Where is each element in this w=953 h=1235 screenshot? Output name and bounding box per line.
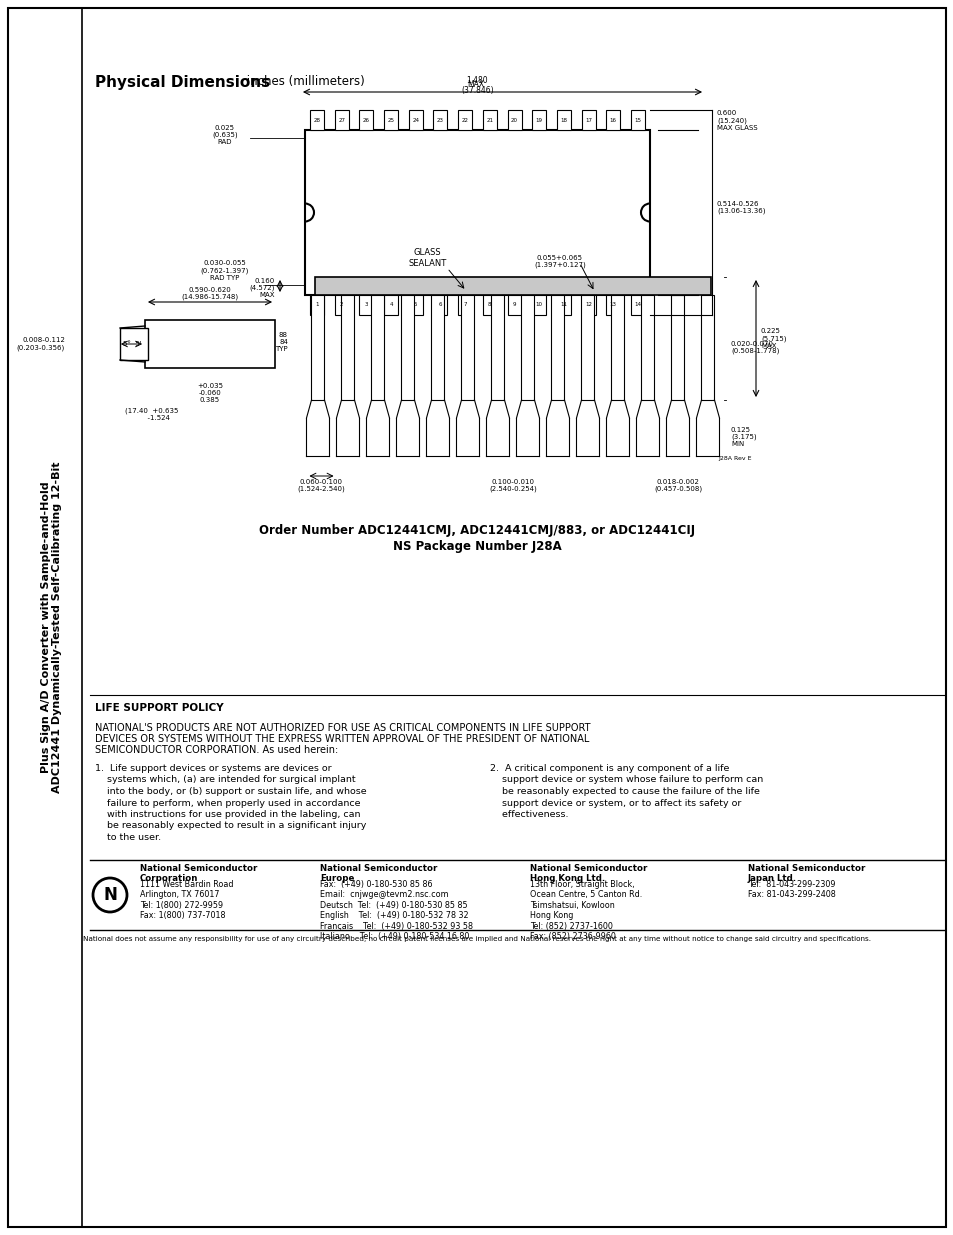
Text: 0.125
(3.175)
MIN: 0.125 (3.175) MIN [730,427,756,447]
Text: 4: 4 [389,303,393,308]
Text: 27: 27 [337,117,345,122]
Text: 0.514-0.526
(13.06-13.36): 0.514-0.526 (13.06-13.36) [717,201,764,214]
Text: 0.030-0.055
(0.762-1.397)
RAD TYP: 0.030-0.055 (0.762-1.397) RAD TYP [200,261,249,280]
Text: National Semiconductor
Hong Kong Ltd.: National Semiconductor Hong Kong Ltd. [530,864,647,883]
Bar [335,110,349,130]
Bar [581,295,595,315]
Text: 16: 16 [609,117,617,122]
Text: (17.40  +0.635
          -1.524: (17.40 +0.635 -1.524 [125,408,178,421]
Text: 0.060-0.100
(1.524-2.540): 0.060-0.100 (1.524-2.540) [297,479,345,493]
Text: 17: 17 [584,117,592,122]
Bar [310,295,324,315]
Bar [532,110,546,130]
Text: J28A Rev E: J28A Rev E [718,456,751,461]
Text: 21: 21 [486,117,493,122]
Text: 0.018-0.002
(0.457-0.508): 0.018-0.002 (0.457-0.508) [653,479,701,493]
Text: failure to perform, when properly used in accordance: failure to perform, when properly used i… [95,799,360,808]
Text: Physical Dimensions: Physical Dimensions [95,75,270,90]
Text: 26: 26 [362,117,370,122]
Text: Fax:  (+49) 0-180-530 85 86
Email:  cnjwge@tevm2.nsc.com
Deutsch  Tel:  (+49) 0-: Fax: (+49) 0-180-530 85 86 Email: cnjwge… [319,881,473,941]
Bar [557,295,570,315]
Text: 8: 8 [488,303,491,308]
Bar [482,110,497,130]
Bar [433,110,447,130]
Text: 0.020-0.070
(0.508-1.778): 0.020-0.070 (0.508-1.778) [730,341,779,354]
Bar [431,295,444,400]
Text: 13th Floor, Straight Block,
Ocean Centre, 5 Canton Rd.
Tsimshatsui, Kowloon
Hong: 13th Floor, Straight Block, Ocean Centre… [530,881,641,941]
Text: National Semiconductor
Europe: National Semiconductor Europe [319,864,436,883]
Bar [671,295,684,400]
Text: 0.008-0.112
(0.203-0.356): 0.008-0.112 (0.203-0.356) [17,337,65,351]
Bar [384,295,397,315]
Text: National Semiconductor
Japan Ltd.: National Semiconductor Japan Ltd. [747,864,864,883]
Text: NATIONAL'S PRODUCTS ARE NOT AUTHORIZED FOR USE AS CRITICAL COMPONENTS IN LIFE SU: NATIONAL'S PRODUCTS ARE NOT AUTHORIZED F… [95,722,590,734]
Bar [145,320,274,368]
Bar [359,110,373,130]
Text: MAX: MAX [467,80,484,89]
Text: 2.  A critical component is any component of a life: 2. A critical component is any component… [490,764,729,773]
Bar [461,295,474,400]
Bar [557,110,570,130]
Text: systems which, (a) are intended for surgical implant: systems which, (a) are intended for surg… [95,776,355,784]
Bar [433,295,447,315]
Text: 1.480
(37.846): 1.480 (37.846) [460,77,494,95]
Bar [408,110,422,130]
Text: DEVICES OR SYSTEMS WITHOUT THE EXPRESS WRITTEN APPROVAL OF THE PRESIDENT OF NATI: DEVICES OR SYSTEMS WITHOUT THE EXPRESS W… [95,734,589,743]
Text: N: N [103,885,117,904]
Text: with instructions for use provided in the labeling, can: with instructions for use provided in th… [95,810,360,819]
Text: 0.025
(0.635)
RAD: 0.025 (0.635) RAD [212,125,237,146]
Text: 0.600
(15.240)
MAX GLASS: 0.600 (15.240) MAX GLASS [717,110,757,131]
Text: 24: 24 [412,117,418,122]
Bar [507,295,521,315]
Bar [310,110,324,130]
Bar [341,295,355,400]
Text: 88
84
TYP: 88 84 TYP [275,332,288,352]
Text: into the body, or (b) support or sustain life, and whose: into the body, or (b) support or sustain… [95,787,366,797]
Bar [507,110,521,130]
Text: 10: 10 [536,303,542,308]
Bar [314,277,710,295]
Text: 1111 West Bardin Road
Arlington, TX 76017
Tel: 1(800) 272-9959
Fax: 1(800) 737-7: 1111 West Bardin Road Arlington, TX 7601… [140,881,233,920]
Bar [482,295,497,315]
Bar [581,295,594,400]
Text: be reasonably expected to cause the failure of the life: be reasonably expected to cause the fail… [490,787,760,797]
Text: 0.100-0.010
(2.540-0.254): 0.100-0.010 (2.540-0.254) [489,479,537,493]
Text: National Semiconductor
Corporation: National Semiconductor Corporation [140,864,257,883]
Text: NS Package Number J28A: NS Package Number J28A [393,540,560,553]
Text: LIFE SUPPORT POLICY: LIFE SUPPORT POLICY [95,703,223,713]
Text: ADC12441 Dynamically-Tested Self-Calibrating 12-Bit: ADC12441 Dynamically-Tested Self-Calibra… [52,462,62,793]
Text: 15: 15 [634,117,640,122]
Text: 14: 14 [634,303,640,308]
Text: 11: 11 [559,303,567,308]
Text: 1.  Life support devices or systems are devices or: 1. Life support devices or systems are d… [95,764,332,773]
Text: 0.225
(5.715)
MAX: 0.225 (5.715) MAX [760,329,785,348]
Text: 0.160
(4.572)
MAX: 0.160 (4.572) MAX [250,278,274,298]
Text: 5: 5 [414,303,417,308]
Text: 23: 23 [436,117,443,122]
Text: 22: 22 [461,117,468,122]
Bar [630,110,644,130]
Bar [640,295,654,400]
Text: 7: 7 [463,303,466,308]
Text: support device or system, or to affect its safety or: support device or system, or to affect i… [490,799,740,808]
Text: 13: 13 [609,303,617,308]
Bar [401,295,414,400]
Text: 25: 25 [387,117,395,122]
Text: 20: 20 [511,117,517,122]
Text: inches (millimeters): inches (millimeters) [243,75,364,88]
Bar [630,295,644,315]
Bar [581,110,595,130]
Bar [457,110,472,130]
Bar [611,295,624,400]
Text: 1: 1 [314,303,318,308]
Text: 0.590-0.620
(14.986-15.748): 0.590-0.620 (14.986-15.748) [181,287,238,300]
Text: +0.035
-0.060
0.385: +0.035 -0.060 0.385 [196,383,223,403]
Text: GLASS
SEALANT: GLASS SEALANT [408,248,446,268]
Text: 12: 12 [584,303,592,308]
Bar [491,295,504,400]
Bar [384,110,397,130]
Bar [700,295,714,400]
Bar [457,295,472,315]
Bar [312,295,324,400]
Text: 19: 19 [536,117,542,122]
